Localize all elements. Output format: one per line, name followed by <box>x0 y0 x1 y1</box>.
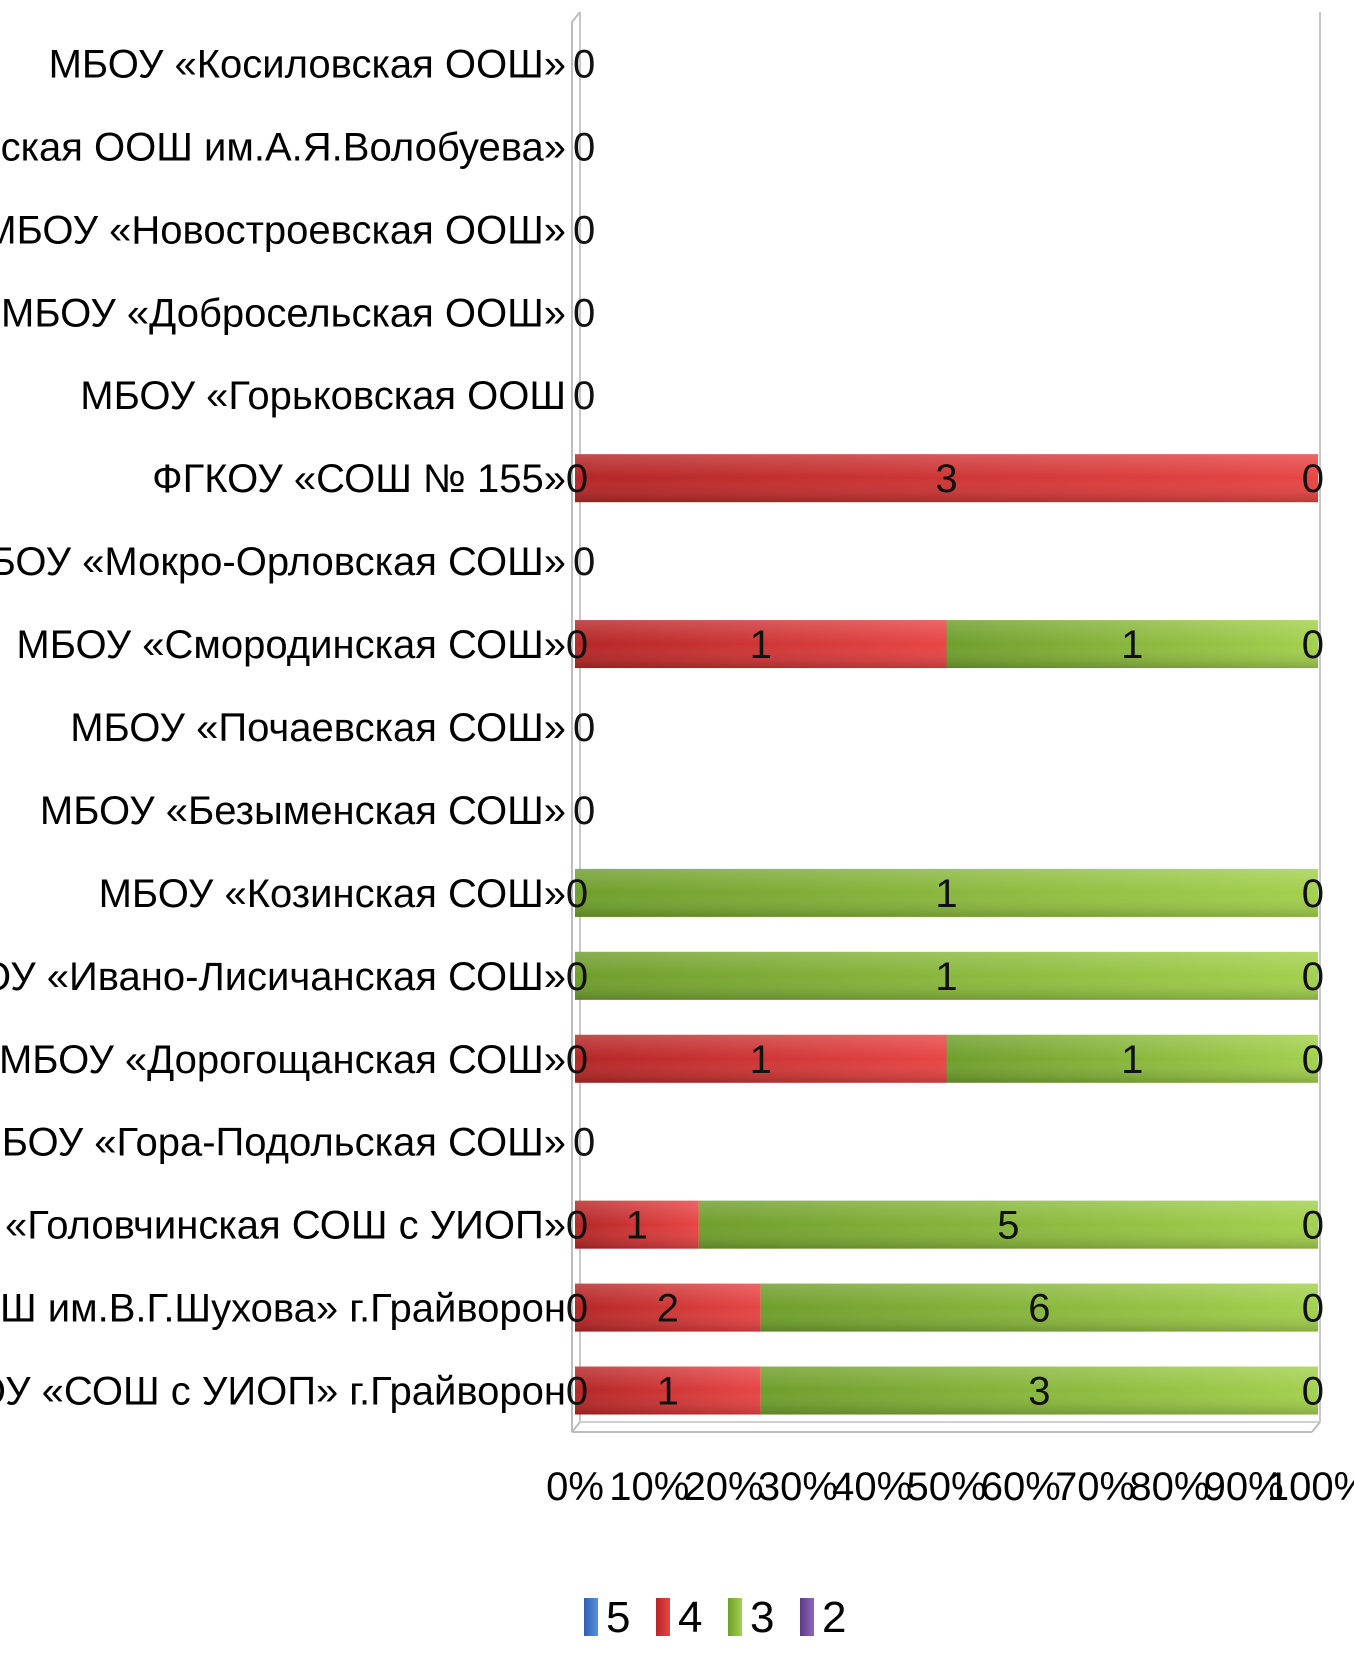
data-label: 0 <box>566 623 588 667</box>
bar-shading <box>760 1366 1318 1415</box>
x-tick-label: 30% <box>758 1465 838 1509</box>
data-label: 0 <box>573 208 595 252</box>
bar-shading <box>575 1034 947 1083</box>
data-label: 0 <box>1302 1287 1324 1331</box>
data-label: 0 <box>573 42 595 86</box>
data-label: 3 <box>1028 1370 1050 1414</box>
category-label: МБОУ «СОШ им.В.Г.Шухова» г.Грайворон <box>0 1287 566 1331</box>
bar-shading <box>575 1200 699 1249</box>
data-label: 0 <box>1302 872 1324 916</box>
bar-shading <box>698 1200 1318 1249</box>
bar-shading <box>575 620 947 669</box>
data-label: 0 <box>1302 1204 1324 1248</box>
x-tick-label: 60% <box>981 1465 1061 1509</box>
legend-label: 4 <box>678 1593 702 1642</box>
x-tick-label: 10% <box>609 1465 689 1509</box>
data-label: 0 <box>1302 955 1324 999</box>
bar-shading <box>946 620 1318 669</box>
x-tick-label: 20% <box>684 1465 764 1509</box>
data-label: 0 <box>566 872 588 916</box>
data-label: 0 <box>566 457 588 501</box>
data-label: 0 <box>1302 1370 1324 1414</box>
data-label: 1 <box>657 1370 679 1414</box>
data-label: 0 <box>573 125 595 169</box>
legend-swatch <box>656 1598 670 1636</box>
category-label: МБОУ «Дорогощанская СОШ» <box>0 1038 566 1082</box>
x-tick-label: 50% <box>906 1465 986 1509</box>
data-label: 6 <box>1028 1287 1050 1331</box>
category-label: МБОУ «Головчинская СОШ с УИОП» <box>0 1204 566 1248</box>
data-label: 0 <box>573 1121 595 1165</box>
category-label: МБОУ «СОШ с УИОП» г.Грайворон <box>0 1370 566 1414</box>
x-tick-label: 80% <box>1129 1465 1209 1509</box>
legend-swatch <box>800 1598 814 1636</box>
category-label: МБОУ «Козинская СОШ» <box>99 872 566 916</box>
category-label: ФГКОУ «СОШ № 155» <box>152 457 566 501</box>
category-label: МБОУ «Добросельская ООШ» <box>1 291 566 335</box>
category-label: МБОУ «Мокро-Орловская СОШ» <box>0 540 566 584</box>
bar-shading <box>575 868 1318 917</box>
data-label: 1 <box>935 872 957 916</box>
data-label: 0 <box>573 374 595 418</box>
category-labels: МБОУ «Косиловская ООШ» МБОУ «Дунайская ОО… <box>0 42 566 1413</box>
category-label: МБОУ «Новостроевская ООШ» <box>0 208 566 252</box>
legend-label: 5 <box>606 1593 630 1642</box>
data-label: 1 <box>750 623 772 667</box>
x-tick-label: 100% <box>1267 1465 1354 1509</box>
data-label: 0 <box>573 540 595 584</box>
data-label: 1 <box>626 1204 648 1248</box>
data-label: 0 <box>566 1204 588 1248</box>
data-label: 0 <box>1302 623 1324 667</box>
x-axis-ticks: 0%10%20%30%40%50%60%70%80%90%100% <box>546 1465 1354 1509</box>
data-label: 0 <box>573 706 595 750</box>
category-label: МБОУ «Дунайская ООШ им.А.Я.Волобуева» <box>0 125 566 169</box>
category-label: МБОУ «Безыменская СОШ» <box>40 789 566 833</box>
data-label: 0 <box>566 1038 588 1082</box>
legend-label: 3 <box>750 1593 774 1642</box>
legend-swatch <box>728 1598 742 1636</box>
x-tick-label: 70% <box>1055 1465 1135 1509</box>
data-label: 0 <box>566 1370 588 1414</box>
bar-shading <box>575 454 1318 503</box>
x-tick-label: 40% <box>832 1465 912 1509</box>
bar-shading <box>760 1283 1318 1332</box>
data-label: 0 <box>566 955 588 999</box>
data-label: 0 <box>1302 1038 1324 1082</box>
bar-shading <box>575 1283 761 1332</box>
category-label: МБОУ «Почаевская СОШ» <box>70 706 566 750</box>
category-label: МБОУ «Гора-Подольская СОШ» <box>0 1121 566 1165</box>
bars <box>575 454 1318 1415</box>
plot-frame <box>571 11 1321 1433</box>
bar-shading <box>575 1366 761 1415</box>
data-label: 2 <box>657 1287 679 1331</box>
legend-swatch <box>584 1598 598 1636</box>
category-label: МБОУ «Смородинская СОШ» <box>16 623 566 667</box>
legend-label: 2 <box>822 1593 846 1642</box>
data-label: 0 <box>573 789 595 833</box>
category-label: МБОУ «Горьковская ООШ <box>80 374 566 418</box>
data-label: 1 <box>750 1038 772 1082</box>
data-label: 5 <box>997 1204 1019 1248</box>
data-label: 1 <box>1121 623 1143 667</box>
data-label: 0 <box>566 1287 588 1331</box>
data-label: 1 <box>1121 1038 1143 1082</box>
data-label: 0 <box>573 291 595 335</box>
category-label: МБОУ «Косиловская ООШ» <box>49 42 566 86</box>
bar-shading <box>575 951 1318 1000</box>
data-label: 0 <box>1302 457 1324 501</box>
x-tick-label: 0% <box>546 1465 604 1509</box>
category-label: МБОУ «Ивано-Лисичанская СОШ» <box>0 955 566 999</box>
data-label: 1 <box>935 955 957 999</box>
data-label: 3 <box>935 457 957 501</box>
x-tick-label: 90% <box>1204 1465 1284 1509</box>
bar-shading <box>946 1034 1318 1083</box>
